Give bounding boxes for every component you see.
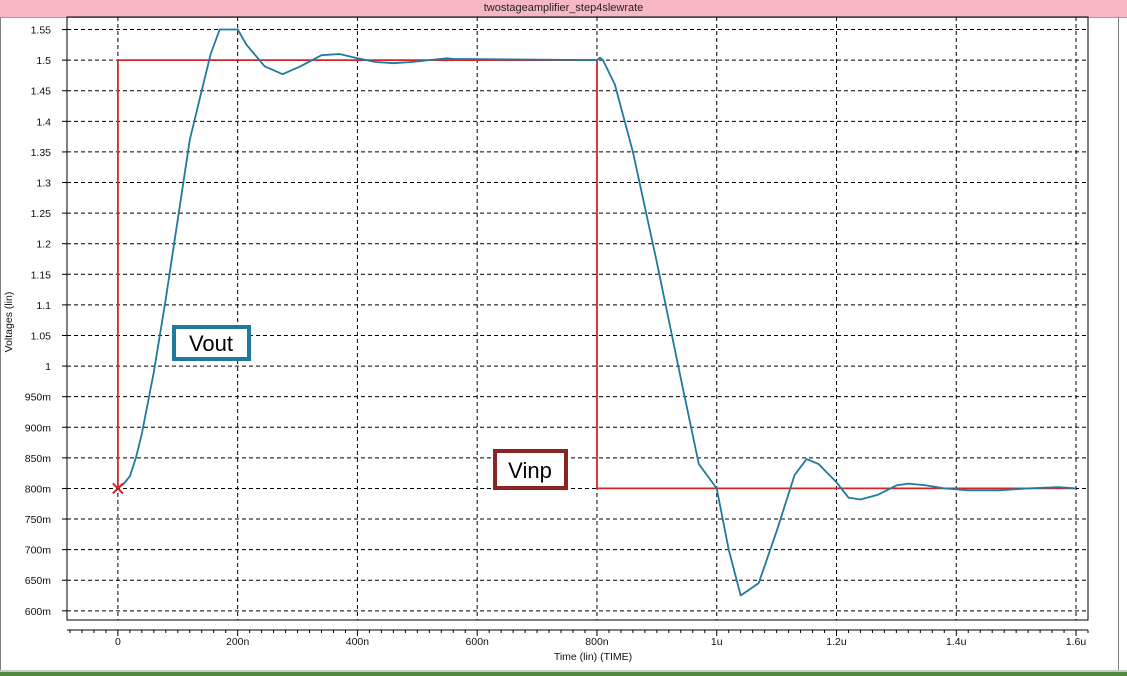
series-layer [117, 28, 1077, 597]
x-tick-label: 1.2u [826, 636, 847, 648]
y-tick-label: 1.35 [31, 147, 52, 159]
y-tick-label: 1.3 [36, 178, 51, 190]
y-tick-label: 600m [25, 606, 52, 618]
x-tick-label: 600n [466, 636, 490, 648]
bottom-status-strip [0, 672, 1127, 676]
x-tick-label: 400n [346, 636, 370, 648]
left-window-border [0, 17, 1, 674]
y-tick-label: 1.4 [36, 116, 51, 128]
series-vinp-line [117, 59, 1076, 490]
plot-area-border [66, 16, 1089, 621]
y-tick-label: 850m [25, 453, 52, 465]
marker-layer [112, 482, 124, 495]
y-tick-label: 1.1 [36, 300, 51, 312]
x-tick-label: 1u [711, 636, 723, 648]
y-axis-title: Voltages (lin) [3, 292, 15, 353]
cursor-marker-stroke-b [112, 482, 124, 495]
y-tick-label: 1.5 [36, 55, 51, 67]
y-tick-label: 1.2 [36, 239, 51, 251]
x-axis-title: Time (lin) (TIME) [554, 651, 632, 663]
legend-vinp-label: Vinp [508, 458, 552, 483]
x-tick-label: 800n [585, 636, 609, 648]
y-axis-ticks: 600m 650m 700m 750m 800m 850m 900m 950m 1 1.05 1.1… [25, 25, 67, 618]
right-window-border [1118, 17, 1119, 674]
y-tick-label: 800m [25, 483, 52, 495]
window-title: twostageamplifier_step4slewrate [483, 2, 644, 14]
y-tick-label: 1.25 [31, 208, 52, 220]
y-tick-label: 1.45 [31, 86, 52, 98]
legend-vout: Vout [172, 325, 251, 361]
x-tick-label: 0 [115, 636, 121, 648]
y-tick-label: 950m [25, 392, 52, 404]
legend-vout-label: Vout [189, 331, 233, 356]
y-tick-label: 1.15 [31, 269, 52, 281]
series-vout-line [117, 28, 1077, 597]
legend-vout-box [172, 325, 251, 361]
y-tick-label: 700m [25, 545, 52, 557]
x-tick-label: 1.6u [1066, 636, 1087, 648]
y-tick-label: 900m [25, 422, 52, 434]
x-tick-label: 200n [226, 636, 250, 648]
grid-lines [67, 17, 1088, 620]
y-tick-label: 650m [25, 575, 52, 587]
x-tick-label: 1.4u [946, 636, 967, 648]
bottom-divider [0, 670, 1127, 672]
x-axis: 0 200n 400n 600n 800n 1u 1.2u 1.4u 1.6u [67, 629, 1089, 648]
y-tick-label: 1.55 [31, 25, 52, 37]
legend-vinp: Vinp [493, 449, 568, 490]
y-tick-label: 750m [25, 514, 52, 526]
y-tick-label: 1 [45, 361, 51, 373]
y-tick-label: 1.05 [31, 330, 52, 342]
legend-vinp-box [493, 449, 568, 490]
